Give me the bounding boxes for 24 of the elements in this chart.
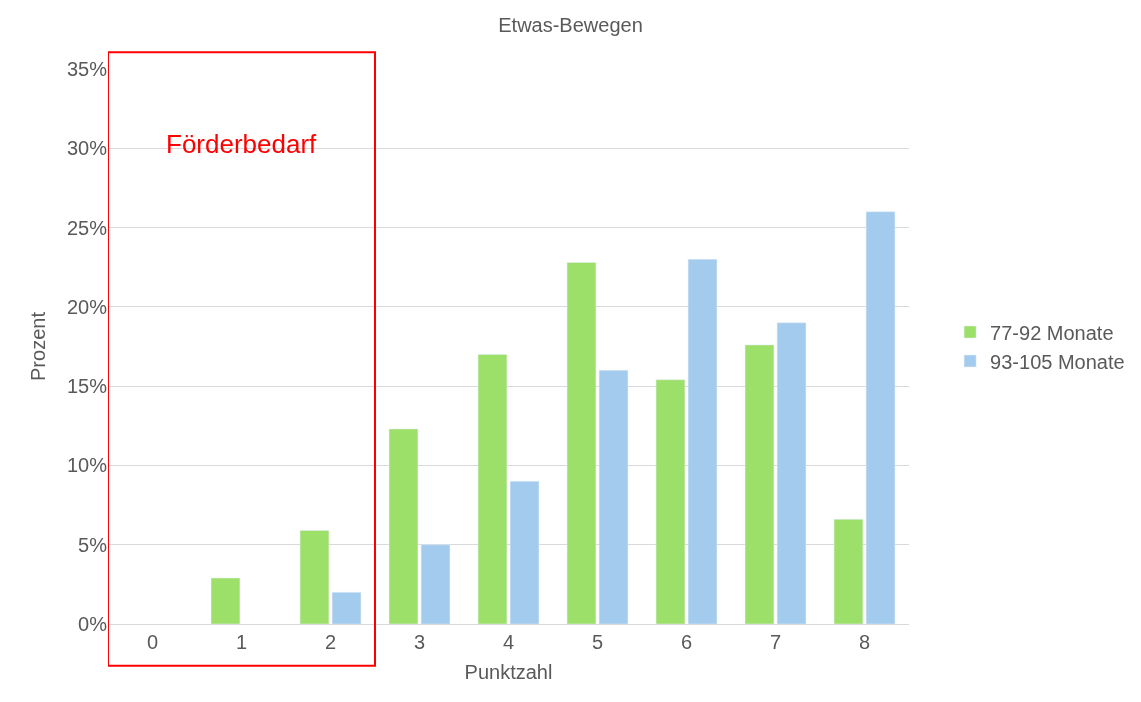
x-tick-label: 8 — [858, 631, 871, 653]
x-tick-label: 1 — [235, 631, 248, 653]
x-tick-label: 2 — [324, 631, 337, 653]
y-tick-label: 25% — [66, 216, 108, 239]
chart-title: Etwas-Bewegen — [498, 13, 643, 36]
x-tick-label: 7 — [769, 631, 782, 653]
y-tick-label: 30% — [66, 137, 108, 160]
y-tick-label: 10% — [66, 454, 108, 477]
legend-label: 77-92 Monate — [990, 321, 1114, 344]
x-tick-label: 3 — [413, 631, 426, 653]
x-tick-label: 5 — [591, 631, 604, 653]
y-tick-label: 20% — [66, 295, 108, 318]
y-tick-label: 35% — [66, 58, 108, 80]
x-tick-label: 0 — [146, 631, 159, 653]
x-tick-label: 4 — [502, 631, 515, 653]
y-tick-label: 0% — [78, 613, 108, 635]
bar — [210, 577, 241, 624]
y-axis-title: Prozent — [27, 311, 50, 381]
x-tick-label: 6 — [680, 631, 693, 653]
y-tick-label: 5% — [78, 533, 108, 556]
x-axis-title: Punktzahl — [464, 660, 553, 683]
legend-label: 93-105 Monate — [990, 350, 1125, 373]
y-tick-label: 15% — [66, 375, 108, 398]
annotation: Förderbedarf — [166, 129, 318, 159]
